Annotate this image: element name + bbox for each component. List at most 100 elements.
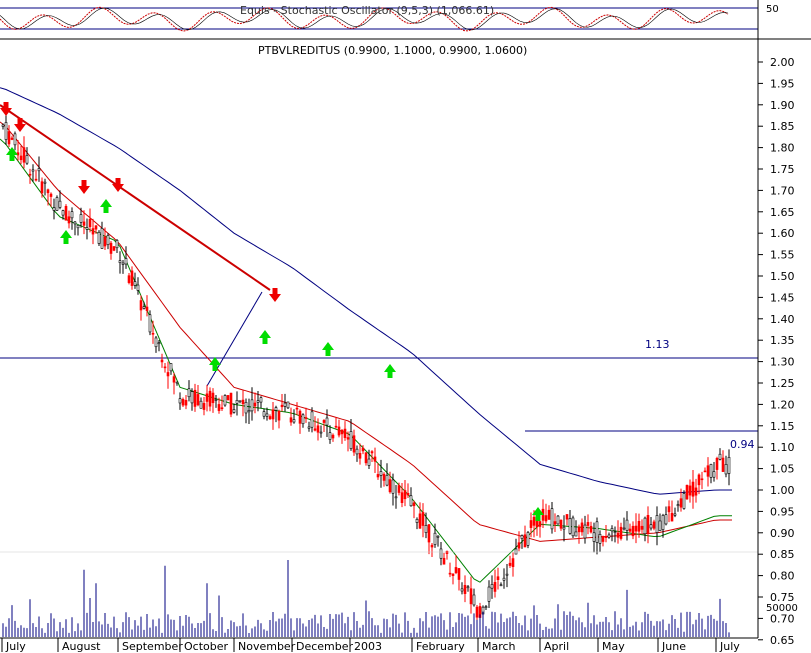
y-tick-label: 1.40 — [770, 313, 795, 326]
candle-body — [193, 389, 197, 407]
candle-body — [49, 193, 53, 197]
candle-body — [415, 518, 419, 523]
candle-body — [616, 532, 620, 538]
candle-body — [643, 517, 647, 535]
candle-body — [490, 584, 494, 589]
candle-body — [55, 197, 59, 211]
volume-panel: 50000 — [0, 551, 798, 637]
stochastic-line — [0, 6, 729, 32]
candle-body — [154, 337, 158, 348]
candle-body — [280, 404, 284, 408]
x-axis: July August September October November Decemb… — [1, 638, 740, 653]
sell-arrow-icon — [78, 180, 90, 194]
candle-body — [262, 411, 266, 417]
candle-body — [514, 548, 518, 555]
x-tick-label: November — [238, 640, 296, 653]
candle-body — [682, 493, 686, 509]
candle-body — [571, 517, 575, 537]
candle-body — [139, 300, 143, 311]
candle-body — [556, 515, 560, 525]
candle-body — [625, 519, 629, 531]
candle-body — [241, 399, 245, 405]
candle-body — [190, 391, 194, 404]
candle-body — [343, 428, 347, 438]
x-tick-label: September — [122, 640, 183, 653]
x-tick-label: June — [661, 640, 686, 653]
moving-average-long — [0, 87, 732, 495]
candle-body — [37, 168, 41, 172]
candle-body — [559, 519, 563, 529]
candle-body — [574, 531, 578, 537]
candle-body — [73, 221, 77, 225]
y-tick-label: 0.75 — [770, 591, 795, 604]
candle-body — [43, 181, 47, 184]
candle-body — [646, 515, 650, 534]
candle-body — [202, 403, 206, 410]
y-tick-label: 1.20 — [770, 398, 795, 411]
candle-body — [172, 376, 176, 383]
candle-body — [325, 417, 329, 426]
candle-body — [94, 225, 98, 230]
candle-body — [340, 429, 344, 435]
y-tick-label: 1.15 — [770, 420, 795, 433]
candle-body — [274, 407, 278, 411]
candle-body — [256, 400, 260, 403]
candle-body — [307, 426, 311, 429]
y-tick-label: 1.60 — [770, 227, 795, 240]
candle-body — [103, 236, 107, 247]
candle-body — [265, 413, 269, 417]
candle-body — [487, 586, 491, 602]
candle-body — [652, 521, 656, 529]
candle-body — [697, 474, 701, 486]
candle-body — [685, 484, 689, 500]
candle-body — [148, 314, 152, 333]
candle-body — [76, 224, 80, 229]
candle-body — [184, 400, 188, 406]
candle-body — [565, 514, 569, 520]
candle-body — [271, 409, 275, 420]
candle-body — [724, 464, 728, 475]
candle-body — [316, 425, 320, 433]
buy-arrow-icon — [532, 507, 544, 521]
candle-body — [88, 218, 92, 228]
candle-body — [298, 410, 302, 424]
candle-body — [127, 275, 131, 283]
volume-tick: 50000 — [766, 603, 798, 614]
candle-body — [376, 474, 380, 478]
candle-body — [442, 557, 446, 565]
candle-body — [355, 448, 359, 455]
stochastic-title: Equis - Stochastic Oscillator (9,5,3) (1… — [240, 4, 494, 17]
x-tick-label: July — [719, 640, 740, 653]
candle-body — [82, 221, 86, 226]
candle-body — [145, 306, 149, 311]
candle-body — [289, 417, 293, 423]
candle-body — [430, 544, 434, 548]
candle-body — [10, 137, 14, 140]
candle-body — [187, 388, 191, 398]
candle-body — [544, 515, 548, 522]
candle-body — [151, 332, 155, 335]
candle-body — [4, 122, 8, 140]
y-tick-label: 1.00 — [770, 484, 795, 497]
candle-body — [349, 431, 353, 449]
candle-body — [715, 457, 719, 470]
candle-body — [64, 205, 68, 221]
candle-body — [169, 363, 173, 372]
buy-arrow-icon — [259, 330, 271, 344]
price-axis: 2.00 1.95 1.90 1.85 1.80 1.75 1.70 1.65 1.60 1.55… — [758, 56, 795, 647]
candle-body — [79, 214, 83, 223]
stochastic-signal-line — [0, 7, 729, 31]
candle-body — [283, 402, 287, 407]
candle-body — [484, 606, 488, 608]
y-tick-label: 0.70 — [770, 612, 795, 625]
candle-body — [703, 470, 707, 473]
candle-body — [58, 200, 62, 208]
candle-body — [649, 524, 653, 529]
candle-body — [394, 496, 398, 499]
candle-body — [208, 390, 212, 407]
candle-body — [199, 400, 203, 409]
x-tick-label: August — [62, 640, 101, 653]
candle-body — [406, 492, 410, 496]
candle-body — [313, 428, 317, 431]
downtrend-line — [0, 104, 271, 291]
